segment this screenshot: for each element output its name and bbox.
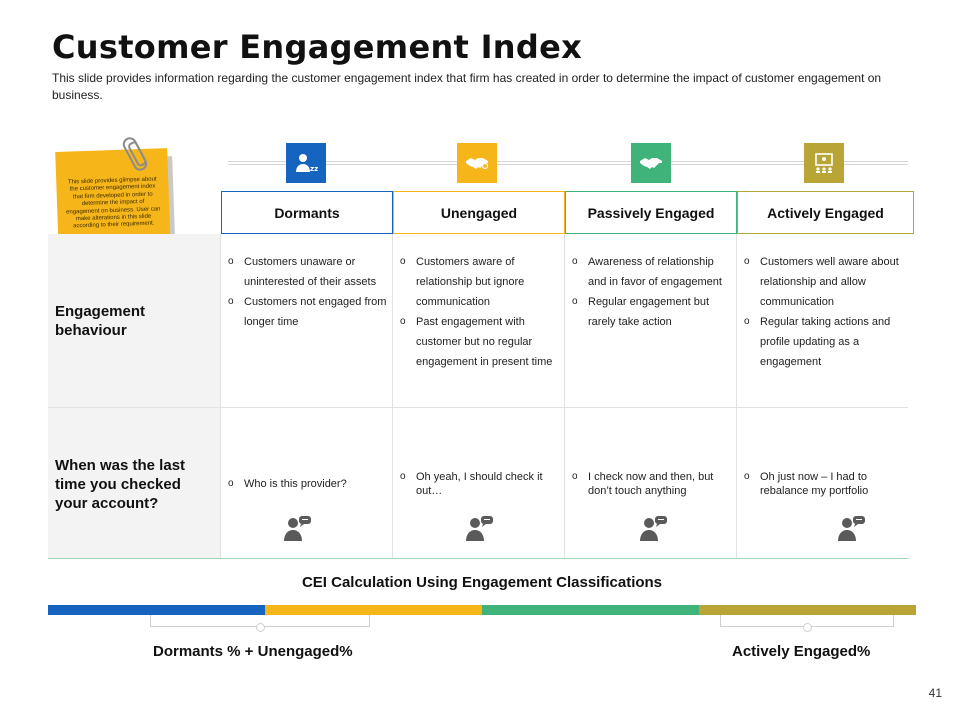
list-item: Customers unaware or uninterested of the… — [226, 252, 388, 292]
cell-passively-engaged-behaviour: Awareness of relationship and in favor o… — [570, 252, 734, 332]
list-item: Customers not engaged from longer time — [226, 292, 388, 332]
sleeping-user-icon: zz — [286, 143, 326, 183]
list-item: Awareness of relationship and in favor o… — [570, 252, 734, 292]
cei-title: CEI Calculation Using Engagement Classif… — [301, 574, 663, 591]
bar-dormants — [48, 605, 265, 615]
grid-line — [48, 558, 908, 559]
grid-line — [220, 234, 221, 558]
svg-text:zz: zz — [310, 165, 318, 173]
bar-actively-engaged — [699, 605, 916, 615]
bracket-right — [720, 615, 894, 632]
header-actively-engaged: Actively Engaged — [737, 191, 914, 234]
row-label-engagement-behaviour: Engagement behaviour — [55, 303, 146, 339]
list-item: Customers aware of relationship but igno… — [398, 252, 560, 312]
row-label-column — [48, 234, 220, 558]
list-item: Regular taking actions and profile updat… — [742, 312, 902, 372]
person-chat-icon — [466, 516, 493, 541]
list-item: Oh just now – I had to rebalance my port… — [742, 470, 904, 498]
list-item: Oh yeah, I should check it out… — [398, 470, 562, 498]
bar-unengaged — [265, 605, 482, 615]
cell-actively-engaged-last-checked: Oh just now – I had to rebalance my port… — [742, 470, 904, 498]
list-item: I check now and then, but don’t touch an… — [570, 470, 734, 498]
list-item: Customers well aware about relationship … — [742, 252, 902, 312]
bracket-left — [150, 615, 370, 632]
list-item: Who is this provider? — [226, 477, 388, 491]
presentation-icon — [804, 143, 844, 183]
header-passively-engaged: Passively Engaged — [565, 191, 737, 234]
grid-line — [736, 234, 737, 558]
handshake-icon — [631, 143, 671, 183]
bar-passively-engaged — [482, 605, 699, 615]
formula-right: Actively Engaged% — [732, 643, 871, 660]
person-chat-icon — [640, 516, 667, 541]
page-number: 41 — [928, 686, 942, 700]
cell-passively-engaged-last-checked: I check now and then, but don’t touch an… — [570, 470, 734, 498]
header-unengaged: Unengaged — [393, 191, 565, 234]
formula-left: Dormants % + Unengaged% — [153, 643, 353, 660]
slide-subtitle: This slide provides information regardin… — [52, 71, 882, 102]
cell-unengaged-behaviour: Customers aware of relationship but igno… — [398, 252, 560, 372]
header-dormants: Dormants — [221, 191, 393, 234]
list-item: Past engagement with customer but no reg… — [398, 312, 560, 372]
cell-dormants-last-checked: Who is this provider? — [226, 477, 388, 491]
cell-unengaged-last-checked: Oh yeah, I should check it out… — [398, 470, 562, 498]
handshake-icon — [457, 143, 497, 183]
cell-actively-engaged-behaviour: Customers well aware about relationship … — [742, 252, 902, 372]
row-label-last-checked: When was the last time you checked your … — [55, 457, 186, 512]
grid-line — [48, 407, 908, 408]
person-chat-icon — [284, 516, 311, 541]
person-chat-icon — [838, 516, 865, 541]
grid-line — [392, 234, 393, 558]
icon-connector-line — [228, 161, 908, 165]
cell-dormants-behaviour: Customers unaware or uninterested of the… — [226, 252, 388, 332]
list-item: Regular engagement but rarely take actio… — [570, 292, 734, 332]
slide-title: Customer Engagement Index — [52, 28, 583, 66]
grid-line — [564, 234, 565, 558]
